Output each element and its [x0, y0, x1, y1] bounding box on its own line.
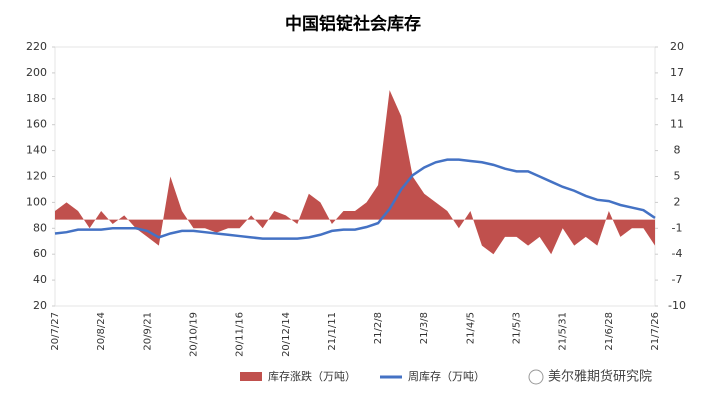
x-tick-label: 21/6/28	[604, 312, 615, 351]
x-tick-label: 20/11/16	[235, 312, 246, 357]
x-tick-label: 20/12/14	[281, 312, 292, 357]
y2-tick-label: 20	[670, 40, 684, 53]
watermark: 美尔雅期货研究院	[548, 369, 652, 385]
y2-tick-label: -4	[672, 247, 683, 260]
y-tick-label: 160	[26, 118, 47, 131]
y-tick-label: 120	[26, 170, 47, 183]
y2-tick-label: 11	[670, 118, 684, 131]
y-tick-label: 200	[26, 66, 47, 79]
y2-tick-label: -7	[672, 273, 683, 286]
x-tick-label: 21/1/11	[327, 312, 338, 351]
y2-tick-label: 8	[674, 144, 681, 157]
y2-tick-label: 14	[670, 92, 684, 105]
x-tick-label: 20/9/21	[142, 312, 153, 351]
watermark-icon	[528, 369, 544, 385]
y-tick-label: 140	[26, 144, 47, 157]
legend-label: 周库存（万吨）	[408, 369, 485, 383]
y-tick-label: 80	[33, 221, 47, 234]
x-tick-label: 20/8/24	[96, 312, 107, 351]
y-tick-label: 60	[33, 247, 47, 260]
x-tick-label: 21/5/3	[512, 312, 523, 344]
y-tick-label: 180	[26, 92, 47, 105]
area	[55, 90, 655, 255]
x-tick-label: 21/3/8	[419, 312, 430, 344]
x-tick-label: 21/5/31	[558, 312, 569, 351]
y-tick-label: 20	[33, 299, 47, 312]
plot-frame	[54, 46, 656, 307]
y2-tick-label: 2	[674, 195, 681, 208]
x-tick-label: 20/7/27	[50, 312, 61, 351]
chart-title: 中国铝锭社会库存	[285, 14, 421, 35]
legend-label: 库存涨跌（万吨）	[268, 369, 356, 383]
y-tick-label: 100	[26, 195, 47, 208]
x-tick-label: 21/4/5	[465, 312, 476, 344]
x-tick-label: 20/10/19	[188, 312, 199, 357]
x-tick-label: 21/7/26	[650, 312, 661, 351]
line	[54, 158, 656, 240]
y2-tick-label: 5	[674, 170, 681, 183]
y2-tick-label: -10	[668, 299, 686, 312]
y2-tick-label: 17	[670, 66, 684, 79]
y2-tick-label: -1	[672, 221, 683, 234]
legend-swatch	[240, 372, 262, 381]
x-tick-label: 21/2/8	[373, 312, 384, 344]
y-tick-label: 40	[33, 273, 47, 286]
y-tick-label: 220	[26, 40, 47, 53]
